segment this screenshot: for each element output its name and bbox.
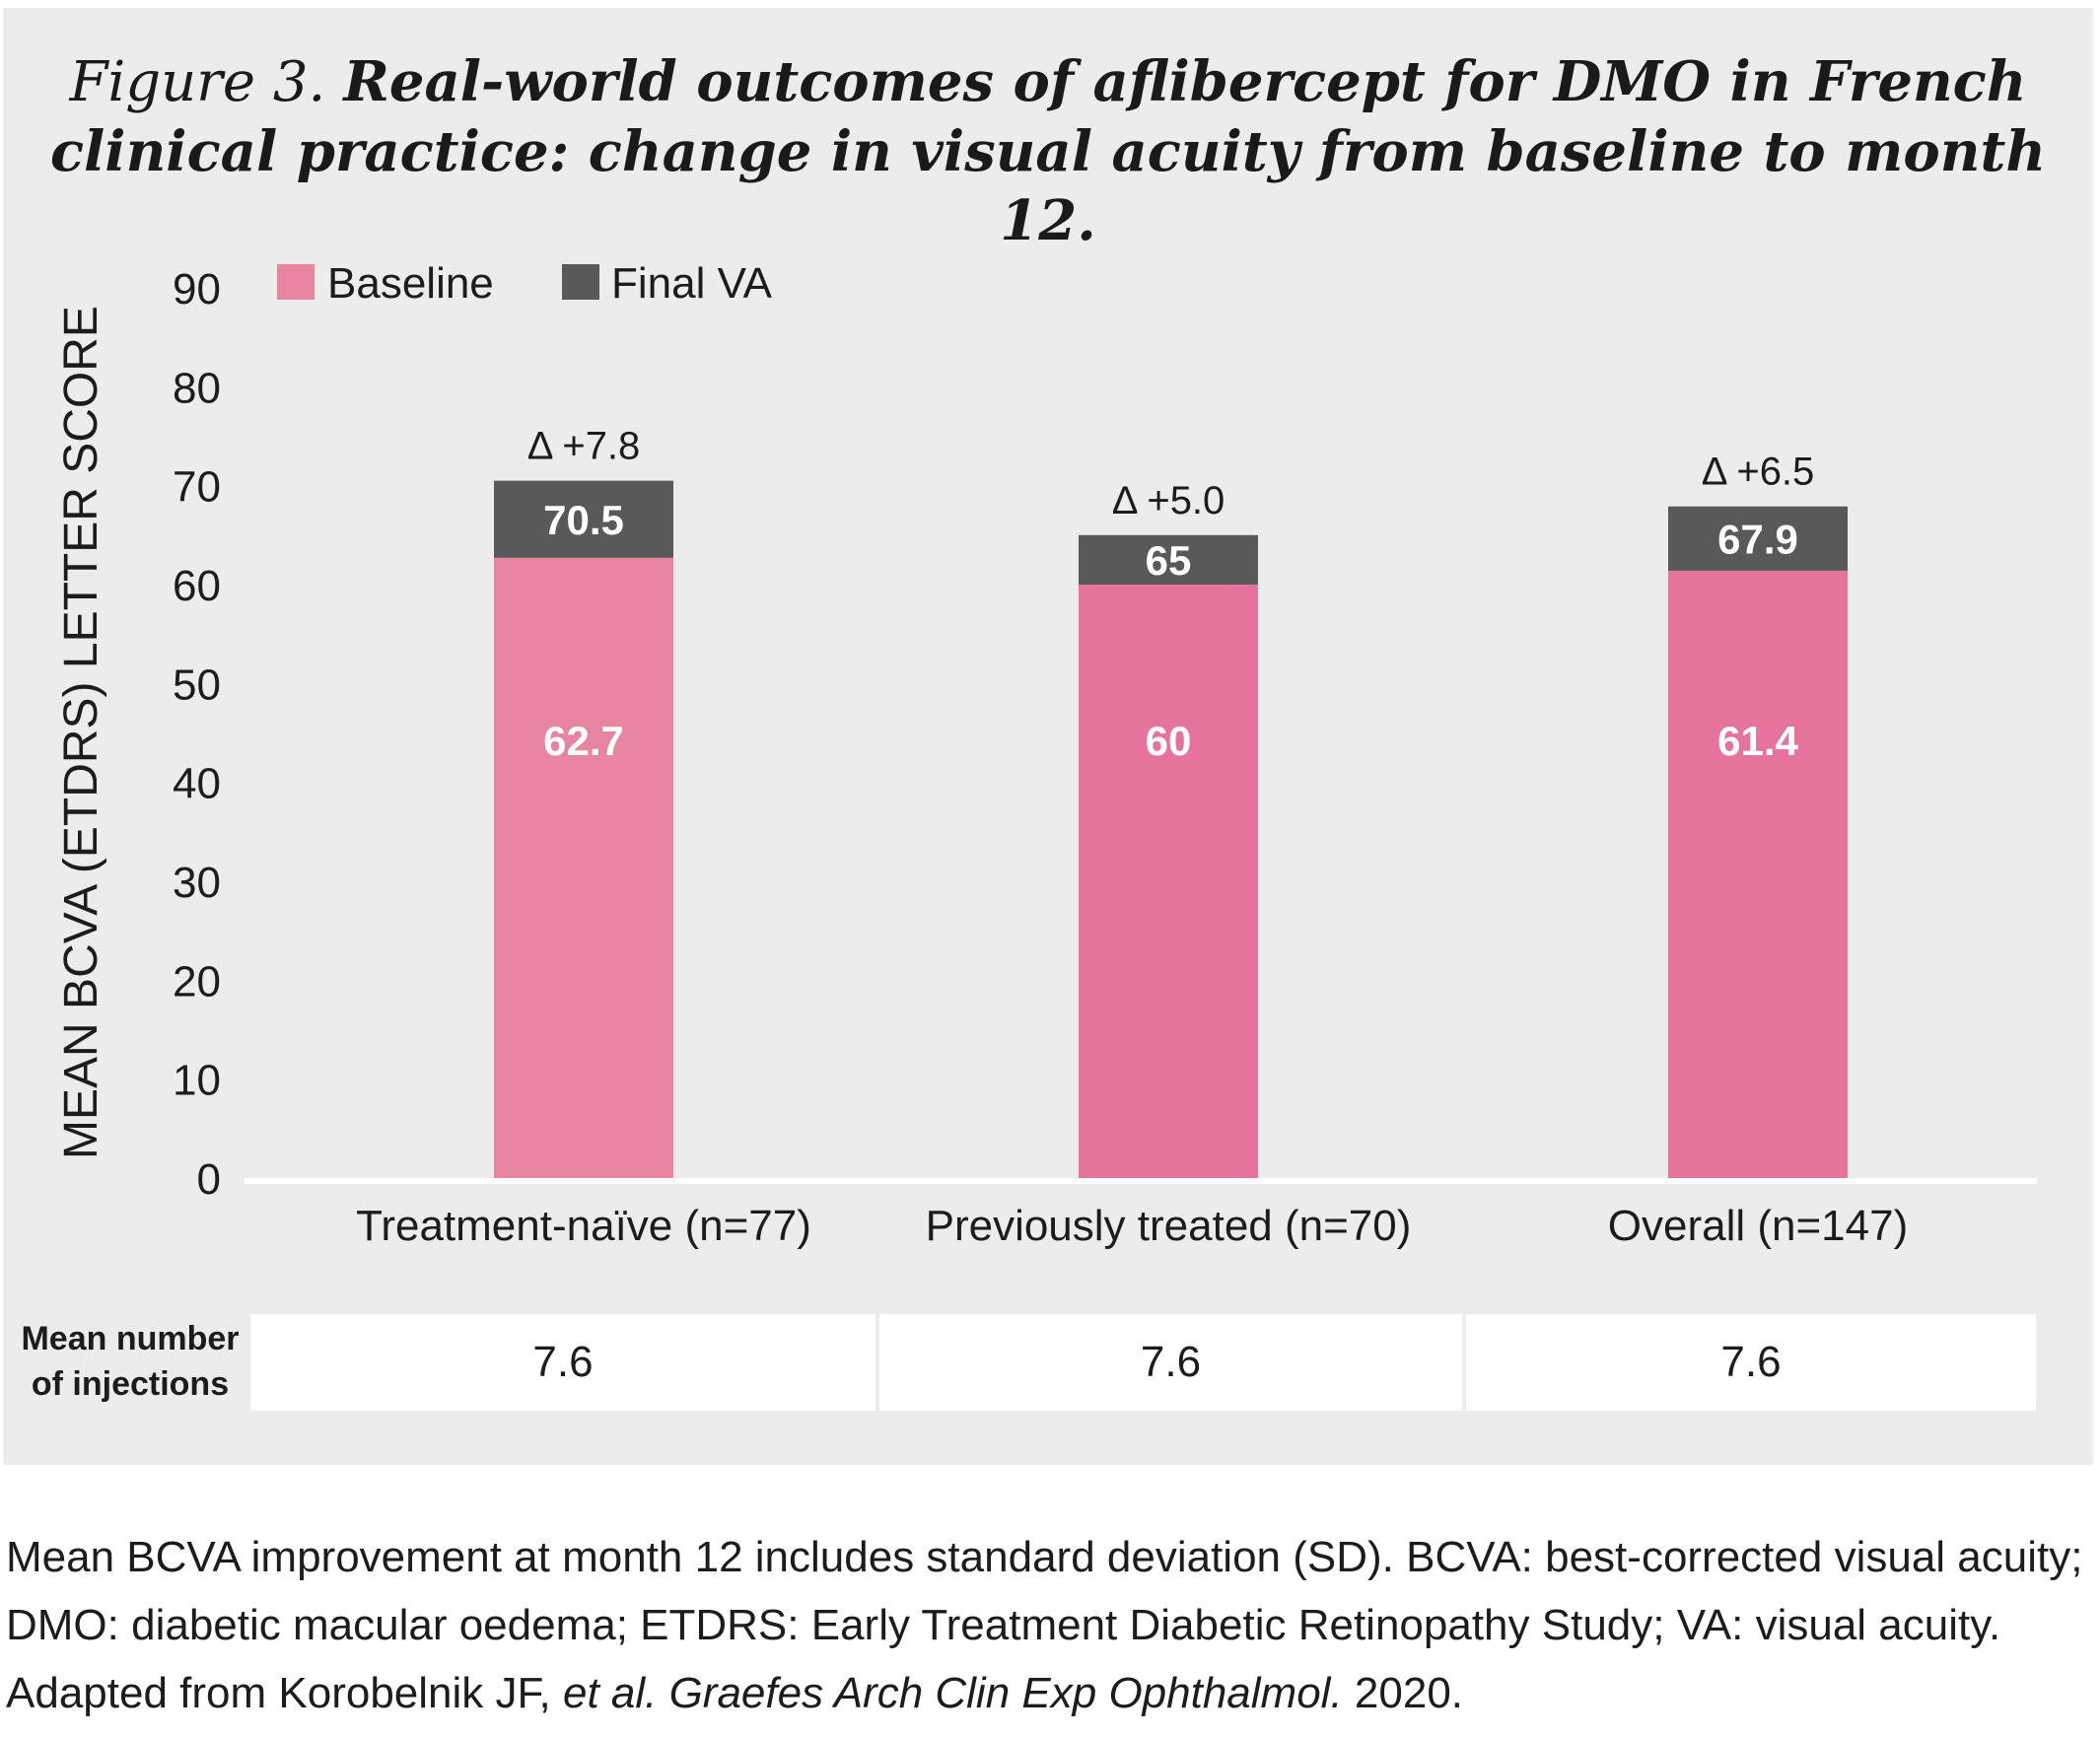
injections-cell-treatment-naive: 7.6 [250,1314,875,1411]
injections-label-line-2: of injections [31,1365,230,1403]
y-tick-label: 30 [173,859,221,907]
bar-final-va [1668,506,1848,571]
y-tick-label: 20 [173,957,221,1006]
footnote-line-2: DMO: diabetic macular oedema; ETDRS: Ear… [6,1601,2001,1649]
bar-value-label-final-va: 70.5 [543,497,624,543]
title-line-2: clinical practice: change in visual acui… [49,119,2047,253]
x-category-label: Treatment-naïve (n=77) [356,1202,811,1250]
y-tick-label: 70 [173,463,221,512]
injections-cell-overall: 7.6 [1466,1314,2036,1411]
injections-label-line-1: Mean number [21,1320,240,1357]
x-category-label: Overall (n=147) [1608,1202,1908,1250]
legend-label-final-va: Final VA [611,259,773,308]
bar-baseline [1668,570,1848,1178]
bar-baseline [1079,585,1258,1178]
bar-chart: MEAN BCVA (ETDRS) LETTER SCORE 0 10 20 30 40 5… [55,259,2037,1250]
footnote-line-1: Mean BCVA improvement at month 12 includ… [6,1533,2083,1581]
figure-title: Figure 3. Real-world outcomes of afliberc… [3,47,2093,255]
injections-row-label: Mean number of injections [12,1316,248,1407]
y-tick-label: 90 [173,265,221,313]
delta-annotation: Δ +7.8 [527,425,641,468]
bar-value-label-final-va: 67.9 [1717,516,1798,562]
y-tick-label: 80 [173,364,221,412]
x-category-label: Previously treated (n=70) [926,1202,1412,1250]
figure-label: Figure 3. [69,50,326,114]
footnote-citation-journal: et al. Graefes Arch Clin Exp Ophthalmol. [562,1669,1343,1717]
y-tick-label: 50 [173,660,221,709]
y-tick-label: 10 [173,1057,221,1105]
title-line-1: Figure 3. Real-world outcomes of afliberc… [3,47,2093,117]
title-main-line-1: Real-world outcomes of aflibercept for D… [343,49,2027,114]
delta-annotation: Δ +5.0 [1112,479,1225,522]
y-tick-label: 0 [197,1155,221,1204]
delta-annotation: Δ +6.5 [1702,451,1815,494]
bar-baseline [494,557,673,1178]
y-axis-label: MEAN BCVA (ETDRS) LETTER SCORE [55,306,107,1159]
footnote-citation-prefix: Adapted from Korobelnik JF, [6,1669,551,1717]
footnote-line-3: Adapted from Korobelnik JF, et al. Graef… [6,1659,2086,1727]
legend-swatch-baseline [277,264,315,300]
bar-value-label-final-va: 65 [1146,537,1192,584]
bar-final-va [1079,534,1258,585]
footnote-citation-year: 2020. [1354,1669,1464,1717]
y-tick-label: 40 [173,760,221,808]
injections-cell-previously-treated: 7.6 [879,1314,1462,1411]
footnote: Mean BCVA improvement at month 12 includ… [6,1523,2086,1727]
legend-swatch-final-va [562,264,599,300]
y-tick-label: 60 [173,562,221,610]
bar-value-label-baseline: 62.7 [543,718,624,764]
bar-final-va [494,480,673,558]
legend-label-baseline: Baseline [327,259,494,308]
bar-value-label-baseline: 61.4 [1717,718,1798,764]
bar-value-label-baseline: 60 [1146,718,1192,764]
